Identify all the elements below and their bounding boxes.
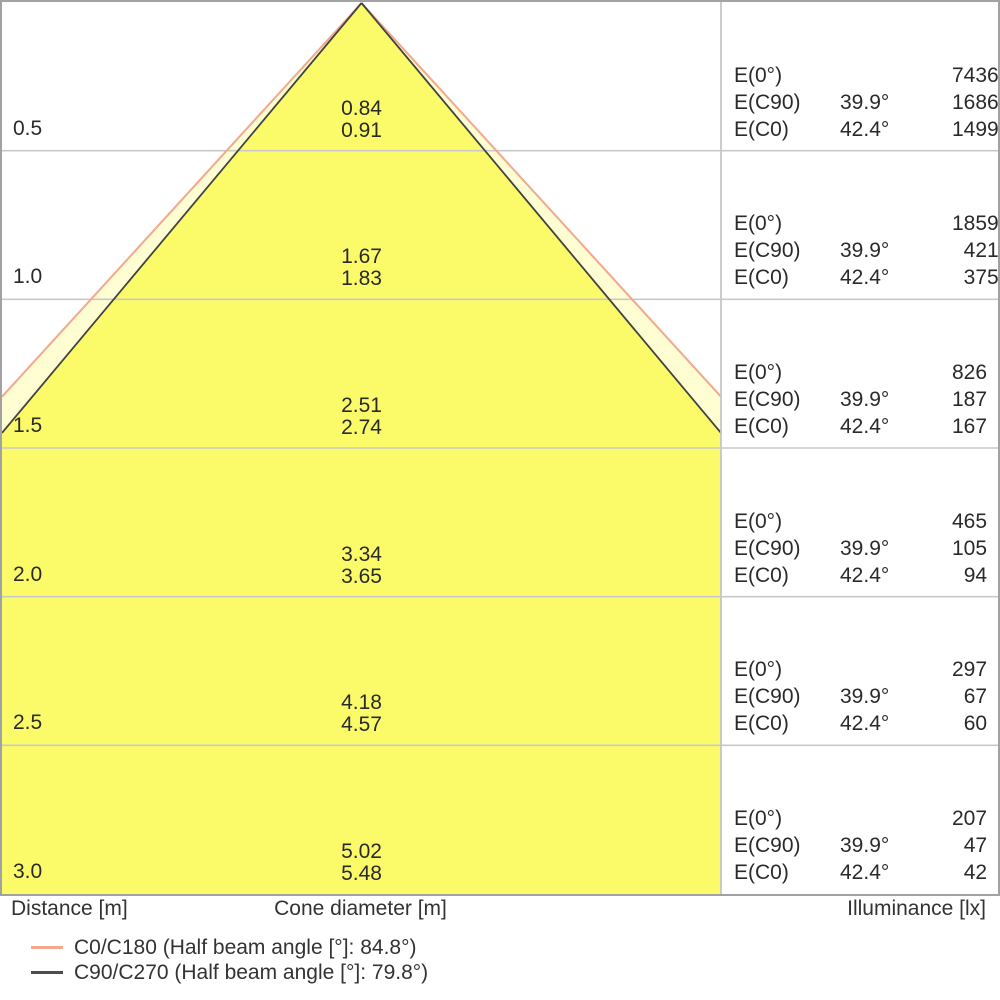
diameter-c0: 0.91 [341,118,382,142]
cone-diameter-values: 4.18 4.57 [2,692,721,736]
e0-label: E(0°) [734,360,783,384]
distance-axis-label: Distance [m] [11,897,128,920]
ec90-value: 187 [952,387,988,411]
ec0-value: 167 [952,414,988,438]
cone-diameter-values: 3.34 3.65 [2,542,721,588]
ec0-angle: 42.4° [840,860,890,884]
table-row: 2.5 4.18 4.57 E(0°) 297 E(C90) 39.9° 67 … [2,597,998,746]
diameter-c0: 4.57 [341,713,382,737]
illuminance-axis-label: Illuminance [lx] [847,897,986,920]
ec90-value: 67 [963,685,988,709]
diameter-c90: 5.02 [341,839,382,863]
table-row: 1.0 1.67 1.83 E(0°) 1859 E(C90) 39.9° 42… [2,151,999,300]
ec90-label: E(C90) [734,90,801,114]
diameter-c90: 4.18 [341,691,382,715]
diameter-c0: 3.65 [341,564,382,588]
illuminance-cell: E(0°) 297 E(C90) 39.9° 67 E(C0) 42.4° 60 [721,656,998,737]
distance-label: 1.5 [13,413,43,437]
ec90-angle: 39.9° [840,387,890,411]
legend-label-c0: C0/C180 (Half beam angle [°]: 84.8°) [74,935,417,959]
diameter-c90: 3.34 [341,542,382,566]
diameter-c90: 1.67 [341,245,382,269]
ec90-value: 105 [952,536,988,560]
ec0-angle: 42.4° [840,266,890,290]
ec90-value: 421 [963,239,999,263]
ec90-label: E(C90) [734,685,801,709]
e0-value: 1859 [952,212,999,236]
ec0-angle: 42.4° [840,563,890,587]
ec0-value: 42 [963,860,988,884]
cone-diameter-values: 5.02 5.48 [2,839,721,885]
ec90-angle: 39.9° [840,239,890,263]
ec0-angle: 42.4° [840,712,890,736]
ec90-label: E(C90) [734,536,801,560]
ec90-label: E(C90) [734,239,801,263]
distance-label: 3.0 [13,859,43,883]
e0-value: 7436 [952,63,999,87]
e0-value: 207 [952,806,988,830]
e0-label: E(0°) [734,806,783,830]
ec90-angle: 39.9° [840,536,890,560]
table-row: 1.5 2.51 2.74 E(0°) 826 E(C90) 39.9° 187… [2,299,998,448]
cone-diameter-values: 1.67 1.83 [2,246,721,290]
ec90-value: 1686 [952,90,999,114]
diameter-c0: 1.83 [341,267,382,291]
legend: C0/C180 (Half beam angle [°]: 84.8°) C90… [31,935,428,985]
illuminance-cell: E(0°) 826 E(C90) 39.9° 187 E(C0) 42.4° 1… [721,359,998,440]
illuminance-cell: E(0°) 7436 E(C90) 39.9° 1686 E(C0) 42.4°… [721,62,999,143]
legend-entry-c90: C90/C270 (Half beam angle [°]: 79.8°) [31,960,428,985]
c0-line-swatch [31,946,63,949]
ec0-value: 94 [963,563,988,587]
distance-label: 2.5 [13,711,43,735]
ec90-angle: 39.9° [840,90,890,114]
e0-value: 297 [952,658,988,682]
c90-line-swatch [31,971,63,974]
diameter-c90: 0.84 [341,96,382,120]
cone-diameter-values: 2.51 2.74 [2,393,721,439]
ec90-angle: 39.9° [840,833,890,857]
e0-label: E(0°) [734,63,783,87]
legend-entry-c0: C0/C180 (Half beam angle [°]: 84.8°) [31,935,428,960]
e0-label: E(0°) [734,509,783,533]
ec90-label: E(C90) [734,387,801,411]
diameter-c0: 2.74 [341,415,382,439]
ec90-angle: 39.9° [840,685,890,709]
legend-label-c90: C90/C270 (Half beam angle [°]: 79.8°) [74,960,429,984]
e0-value: 465 [952,509,988,533]
ec0-value: 60 [963,712,988,736]
cone-diameter-axis-label: Cone diameter [m] [274,897,447,920]
ec0-value: 1499 [952,117,999,141]
ec0-angle: 42.4° [840,117,890,141]
ec90-label: E(C90) [734,833,801,857]
e0-value: 826 [952,360,988,384]
distance-label: 1.0 [13,265,43,289]
ec90-value: 47 [963,833,988,857]
ec0-angle: 42.4° [840,414,890,438]
ec0-label: E(C0) [734,563,789,587]
cone-diameter-values: 0.84 0.91 [2,96,721,142]
illuminance-cell: E(0°) 207 E(C90) 39.9° 47 E(C0) 42.4° 42 [721,805,998,886]
ec0-label: E(C0) [734,712,789,736]
distance-label: 0.5 [13,116,43,140]
ec0-label: E(C0) [734,117,789,141]
e0-label: E(0°) [734,658,783,682]
ec0-label: E(C0) [734,266,789,290]
table-row: 3.0 5.02 5.48 E(0°) 207 E(C90) 39.9° 47 … [2,745,998,894]
ec0-label: E(C0) [734,414,789,438]
diameter-c0: 5.48 [341,861,382,885]
diagram-table: 0.5 0.84 0.91 E(0°) 7436 E(C90) 39.9° 16… [0,0,1000,896]
diameter-c90: 2.51 [341,393,382,417]
ec0-value: 375 [963,266,999,290]
distance-label: 2.0 [13,562,43,586]
table-row: 0.5 0.84 0.91 E(0°) 7436 E(C90) 39.9° 16… [2,2,999,151]
illuminance-cell: E(0°) 465 E(C90) 39.9° 105 E(C0) 42.4° 9… [721,508,998,589]
table-row: 2.0 3.34 3.65 E(0°) 465 E(C90) 39.9° 105… [2,448,998,597]
light-cone-plot [2,2,998,894]
e0-label: E(0°) [734,212,783,236]
illuminance-cell: E(0°) 1859 E(C90) 39.9° 421 E(C0) 42.4° … [721,210,999,291]
ec0-label: E(C0) [734,860,789,884]
